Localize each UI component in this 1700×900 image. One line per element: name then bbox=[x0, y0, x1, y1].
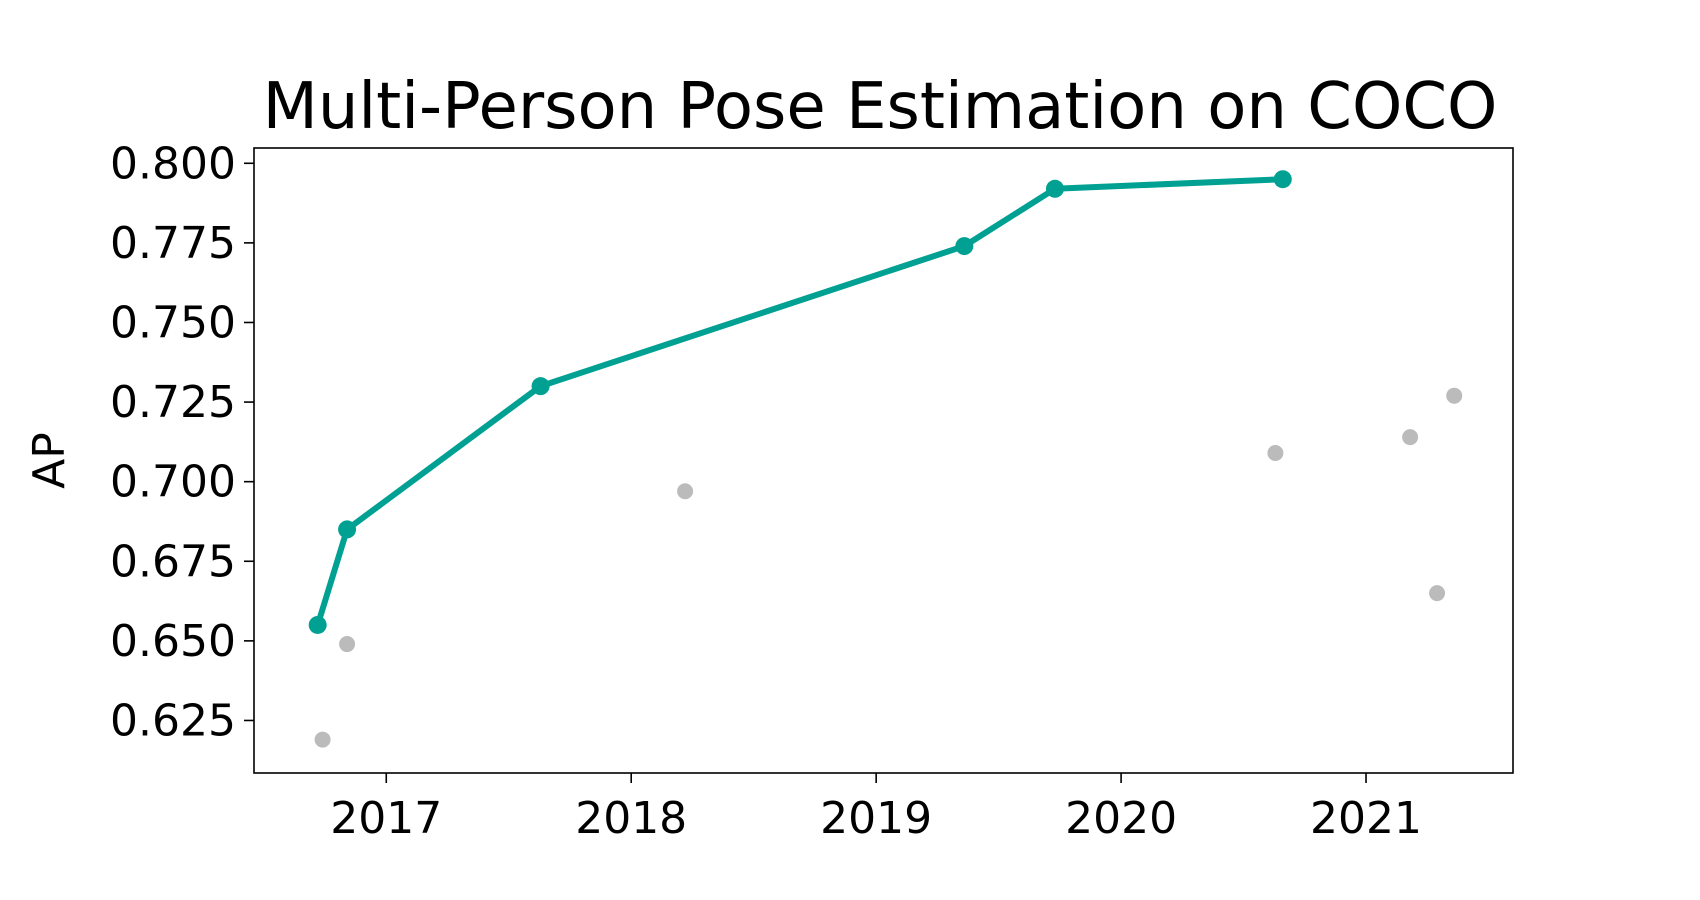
y-tick-label: 0.675 bbox=[110, 536, 236, 587]
y-tick-label: 0.700 bbox=[110, 457, 236, 508]
data-point bbox=[531, 377, 550, 396]
series-state-of-the-art bbox=[308, 170, 1292, 634]
data-point bbox=[677, 483, 694, 500]
series-line bbox=[314, 176, 1286, 628]
data-point bbox=[1267, 445, 1284, 462]
data-point bbox=[339, 636, 356, 653]
x-tick-label: 2018 bbox=[575, 793, 687, 844]
y-tick-label: 0.650 bbox=[110, 616, 236, 667]
x-tick-label: 2020 bbox=[1065, 793, 1177, 844]
series-layer bbox=[308, 170, 1463, 748]
data-point bbox=[1045, 179, 1064, 198]
data-point bbox=[308, 615, 327, 634]
y-axis-label: AP bbox=[24, 432, 75, 489]
plot-frame bbox=[253, 147, 1514, 774]
data-point bbox=[955, 237, 974, 256]
x-tick-label: 2019 bbox=[820, 793, 932, 844]
y-tick-label: 0.800 bbox=[110, 138, 236, 189]
series-other bbox=[314, 387, 1463, 748]
y-tick-label: 0.725 bbox=[110, 377, 236, 428]
data-point bbox=[1402, 429, 1419, 446]
y-tick-label: 0.625 bbox=[110, 695, 236, 746]
y-axis: 0.625 0.650 0.675 0.700 0.725 0.750 0.775 0.800 bbox=[110, 138, 254, 746]
data-point bbox=[338, 520, 357, 539]
y-tick-label: 0.775 bbox=[110, 218, 236, 269]
x-tick-label: 2017 bbox=[330, 793, 442, 844]
x-axis: 2017 2018 2019 2020 2021 bbox=[330, 773, 1422, 844]
chart-title: Multi-Person Pose Estimation on COCO bbox=[263, 70, 1498, 144]
data-point bbox=[1273, 170, 1292, 189]
y-tick-label: 0.750 bbox=[110, 297, 236, 348]
data-point bbox=[1429, 585, 1446, 602]
x-tick-label: 2021 bbox=[1310, 793, 1422, 844]
data-point bbox=[1446, 387, 1463, 404]
data-point bbox=[314, 731, 331, 748]
